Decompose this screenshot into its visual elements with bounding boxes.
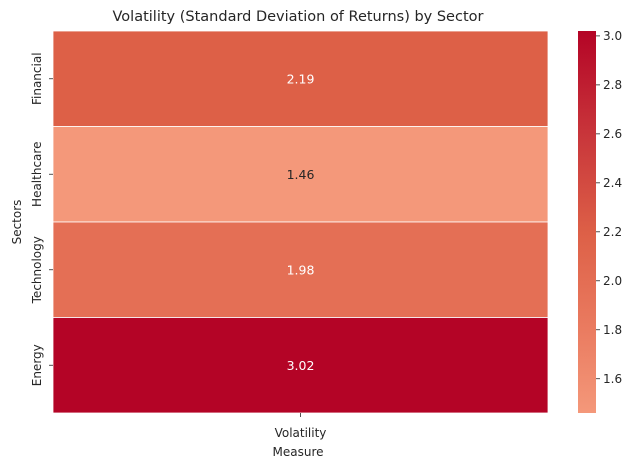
colorbar-gradient <box>578 31 596 413</box>
y-tick-label-financial: Financial <box>30 52 44 105</box>
x-axis-label: Measure <box>273 445 324 459</box>
colorbar-tick-label: 2.0 <box>603 274 622 288</box>
colorbar-tick-label: 3.0 <box>603 29 622 43</box>
cell-value-label: 1.98 <box>287 262 315 277</box>
colorbar-tick-label: 2.2 <box>603 225 622 239</box>
heatmap-cell-financial <box>52 30 549 127</box>
colorbar-tick-label: 2.6 <box>603 127 622 141</box>
y-tick-labels: Financial Healthcare Technology Energy <box>30 52 53 386</box>
x-tick-label-volatility: Volatility <box>275 426 327 440</box>
colorbar-tick-label: 1.8 <box>603 323 622 337</box>
colorbar-tick-label: 1.6 <box>603 372 622 386</box>
colorbar-tick-label: 2.8 <box>603 78 622 92</box>
y-tick-label-healthcare: Healthcare <box>30 142 44 207</box>
heatmap-cells: 2.19 1.46 1.98 3.02 <box>52 30 549 414</box>
cell-value-label: 3.02 <box>287 358 315 373</box>
cell-value-label: 1.46 <box>287 167 315 182</box>
colorbar-ticks: 1.6 1.8 2.0 2.2 2.4 2.6 2.8 3.0 <box>596 29 622 386</box>
chart-title: Volatility (Standard Deviation of Return… <box>113 9 484 25</box>
y-axis-label: Sectors <box>10 200 24 245</box>
x-tick-labels: Volatility <box>275 413 327 440</box>
y-tick-label-energy: Energy <box>30 344 44 386</box>
heatmap-cell-technology <box>52 221 549 318</box>
y-tick-label-technology: Technology <box>30 236 44 304</box>
colorbar-tick-label: 2.4 <box>603 176 622 190</box>
cell-value-label: 2.19 <box>287 71 315 86</box>
colorbar: 1.6 1.8 2.0 2.2 2.4 2.6 2.8 3.0 <box>578 29 622 413</box>
heatmap-cell-healthcare <box>52 126 549 223</box>
heatmap-cell-energy <box>52 317 549 414</box>
